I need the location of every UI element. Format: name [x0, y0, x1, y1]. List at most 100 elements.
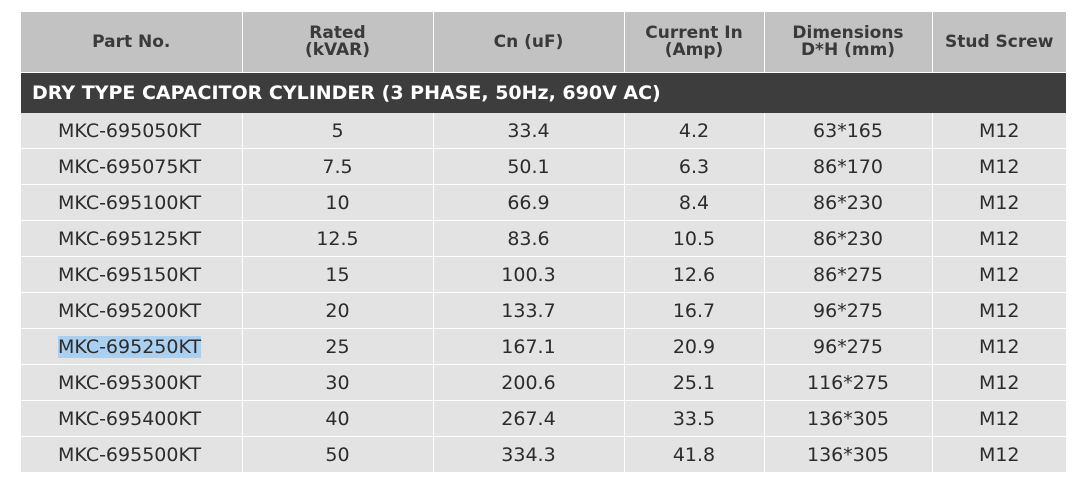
cell-part-no: MKC-695200KT [21, 292, 243, 329]
cell-current-amp: 16.7 [624, 292, 765, 329]
cell-text: 4.2 [678, 119, 710, 142]
header-rated-line-2: (kVAR) [304, 40, 371, 60]
cell-stud-screw: M12 [932, 220, 1066, 257]
cell-rated-kvar: 50 [242, 436, 434, 473]
cell-text: 96*275 [813, 299, 883, 322]
cell-text: MKC-695125KT [58, 227, 202, 250]
cell-cn-uf: 200.6 [433, 364, 625, 401]
cell-text: M12 [978, 263, 1020, 286]
cell-rated-kvar: 15 [242, 256, 434, 293]
cell-text: MKC-695075KT [58, 155, 202, 178]
cell-text: 12.6 [672, 263, 716, 286]
cell-stud-screw: M12 [932, 184, 1066, 221]
cell-current-amp: 12.6 [624, 256, 765, 293]
table-row: MKC-695150KT 15 100.3 12.6 86*275 M12 [21, 256, 1066, 293]
cell-rated-kvar: 30 [242, 364, 434, 401]
cell-stud-screw: M12 [932, 400, 1066, 437]
cell-cn-uf: 66.9 [433, 184, 625, 221]
table-row: MKC-695200KT 20 133.7 16.7 96*275 M12 [21, 292, 1066, 329]
cell-cn-uf: 100.3 [433, 256, 625, 293]
cell-stud-screw: M12 [932, 148, 1066, 185]
cell-stud-screw: M12 [932, 113, 1066, 149]
cell-current-amp: 4.2 [624, 113, 765, 149]
cell-text: 267.4 [501, 407, 556, 430]
capacitor-spec-table: Part No. Rated (kVAR) Cn (uF) Current In… [21, 12, 1066, 473]
cell-part-no: MKC-695300KT [21, 364, 243, 401]
cell-dimensions: 96*275 [764, 328, 933, 365]
cell-text: 30 [325, 371, 350, 394]
cell-part-no: MKC-695400KT [21, 400, 243, 437]
cell-text: MKC-695200KT [58, 299, 202, 322]
cell-text: 25 [325, 335, 350, 358]
header-cn: Cn (uF) [433, 12, 625, 73]
cell-text: 167.1 [501, 335, 556, 358]
cell-text: 33.4 [507, 119, 550, 142]
cell-dimensions: 86*170 [764, 148, 933, 185]
cell-text: M12 [978, 155, 1020, 178]
cell-text: M12 [978, 191, 1020, 214]
cell-stud-screw: M12 [932, 328, 1066, 365]
header-stud-screw: Stud Screw [932, 12, 1066, 73]
cell-dimensions: 96*275 [764, 292, 933, 329]
cell-text: M12 [978, 227, 1020, 250]
cell-text: 20.9 [672, 335, 716, 358]
cell-part-no: MKC-695050KT [21, 113, 243, 149]
header-part-no: Part No. [21, 12, 243, 73]
header-dimensions-line-1: Dimensions [792, 23, 904, 43]
header-row: Part No. Rated (kVAR) Cn (uF) Current In… [21, 12, 1066, 73]
header-dimensions-line-2: D*H (mm) [800, 40, 896, 60]
selected-cell-text: MKC-695250KT [58, 335, 202, 358]
cell-current-amp: 41.8 [624, 436, 765, 473]
header-cn-line: Cn (uF) [493, 31, 564, 52]
cell-cn-uf: 167.1 [433, 328, 625, 365]
cell-dimensions: 86*230 [764, 220, 933, 257]
cell-text: 10.5 [672, 227, 716, 250]
cell-text: 86*170 [813, 155, 883, 178]
cell-part-no: MKC-695500KT [21, 436, 243, 473]
cell-text: 7.5 [322, 155, 353, 178]
cell-current-amp: 25.1 [624, 364, 765, 401]
cell-text: 8.4 [678, 191, 710, 214]
cell-text: M12 [978, 371, 1020, 394]
header-stud-screw-line: Stud Screw [945, 31, 1054, 52]
cell-dimensions: 136*305 [764, 400, 933, 437]
table-row: MKC-695300KT 30 200.6 25.1 116*275 M12 [21, 364, 1066, 401]
cell-rated-kvar: 7.5 [242, 148, 434, 185]
cell-rated-kvar: 5 [242, 113, 434, 149]
table-row: MKC-695500KT 50 334.3 41.8 136*305 M12 [21, 436, 1066, 473]
table-row: MKC-695050KT 5 33.4 4.2 63*165 M12 [21, 113, 1066, 149]
cell-part-no: MKC-695250KT [21, 328, 243, 365]
cell-stud-screw: M12 [932, 256, 1066, 293]
section-title: DRY TYPE CAPACITOR CYLINDER (3 PHASE, 50… [21, 72, 1066, 113]
table-row: MKC-695075KT 7.5 50.1 6.3 86*170 M12 [21, 148, 1066, 185]
cell-text: 96*275 [813, 335, 883, 358]
cell-cn-uf: 267.4 [433, 400, 625, 437]
table-row: MKC-695125KT 12.5 83.6 10.5 86*230 M12 [21, 220, 1066, 257]
cell-text: 10 [325, 191, 350, 214]
cell-current-amp: 8.4 [624, 184, 765, 221]
cell-text: MKC-695400KT [58, 407, 202, 430]
cell-dimensions: 86*230 [764, 184, 933, 221]
cell-text: M12 [978, 407, 1020, 430]
cell-current-amp: 20.9 [624, 328, 765, 365]
cell-dimensions: 136*305 [764, 436, 933, 473]
cell-text: 40 [325, 407, 350, 430]
cell-text: 41.8 [672, 443, 716, 466]
cell-current-amp: 10.5 [624, 220, 765, 257]
header-part-no-line: Part No. [92, 31, 171, 52]
cell-text: 33.5 [672, 407, 716, 430]
cell-part-no: MKC-695075KT [21, 148, 243, 185]
cell-rated-kvar: 10 [242, 184, 434, 221]
cell-stud-screw: M12 [932, 436, 1066, 473]
section-row: DRY TYPE CAPACITOR CYLINDER (3 PHASE, 50… [21, 72, 1066, 113]
header-rated-line-1: Rated [309, 23, 366, 43]
header-current-line-1: Current In [645, 23, 743, 43]
cell-text: 63*165 [813, 119, 883, 142]
cell-dimensions: 63*165 [764, 113, 933, 149]
cell-cn-uf: 50.1 [433, 148, 625, 185]
cell-rated-kvar: 40 [242, 400, 434, 437]
cell-text: M12 [978, 443, 1020, 466]
cell-text: 83.6 [507, 227, 550, 250]
cell-cn-uf: 83.6 [433, 220, 625, 257]
cell-text: 6.3 [678, 155, 710, 178]
